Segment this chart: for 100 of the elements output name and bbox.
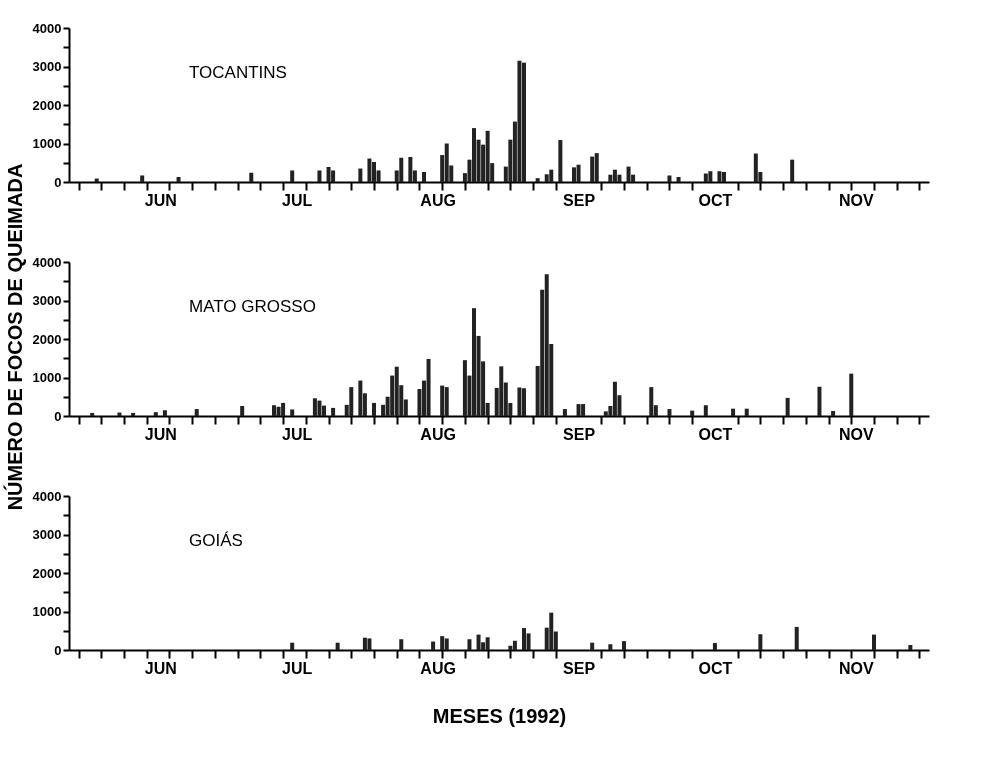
x-tick-label: OCT [698, 191, 733, 209]
bar [608, 174, 613, 182]
bar [422, 171, 426, 182]
text: MATO GROSSO [189, 297, 316, 316]
bar [794, 626, 799, 650]
x-tick-label: JUN [144, 191, 177, 209]
bar [717, 171, 722, 182]
y-tick-label: 0 [54, 642, 62, 658]
bar [499, 366, 504, 416]
bar [785, 397, 790, 416]
bar [162, 410, 167, 416]
bar [312, 398, 317, 416]
x-axis-title: MESES (1992) [432, 704, 567, 727]
bar [176, 177, 181, 182]
y-axis-title: NÚMERO DE FOCOS DE QUEIMADA [3, 163, 26, 511]
bar [281, 402, 286, 416]
bar [544, 274, 549, 416]
bar [612, 381, 617, 416]
bar [703, 173, 708, 182]
bar [399, 157, 404, 182]
bar [90, 412, 95, 416]
bar [753, 153, 758, 182]
bar [444, 143, 449, 182]
x-tick-label: NOV [838, 425, 874, 443]
bar [590, 642, 595, 650]
bar [362, 637, 367, 650]
bar [372, 402, 376, 416]
x-tick-label: OCT [698, 659, 733, 677]
bar [317, 400, 322, 416]
bar [690, 410, 695, 416]
y-tick-label: 2000 [32, 331, 62, 347]
bar [831, 411, 836, 416]
bar [712, 643, 717, 650]
bar [703, 405, 708, 416]
y-tick-label: 1000 [32, 604, 62, 619]
bar [744, 408, 749, 416]
bar [290, 409, 295, 416]
bar [517, 60, 522, 182]
bar [576, 164, 581, 182]
bar [349, 387, 354, 416]
bar [290, 170, 295, 182]
bar [476, 634, 481, 650]
bar [622, 641, 626, 650]
bar [290, 642, 295, 650]
bar [440, 385, 445, 416]
bar [626, 166, 631, 182]
bar [317, 170, 322, 182]
bar [708, 171, 713, 182]
y-tick-label: 4000 [32, 254, 62, 270]
bar [467, 639, 472, 650]
bar [608, 644, 613, 650]
x-tick-label: JUL [282, 425, 313, 443]
bar [849, 373, 854, 416]
y-tick-label: 3000 [32, 59, 62, 74]
x-tick-label: NOV [838, 191, 874, 209]
bar [485, 637, 490, 650]
bar [331, 407, 336, 416]
x-tick-label: AUG [420, 425, 456, 443]
bar [549, 612, 554, 650]
bar [367, 158, 372, 182]
x-tick-label: OCT [698, 425, 733, 443]
bar [358, 380, 363, 416]
bar [335, 642, 340, 650]
y-tick-label: 1000 [32, 136, 62, 151]
bar [462, 360, 467, 416]
x-tick-label: SEP [563, 191, 596, 209]
y-tick-label: 0 [54, 174, 62, 190]
bar [558, 140, 563, 182]
text: TOCANTINS [189, 63, 287, 82]
bar [590, 156, 595, 182]
bar [617, 174, 622, 182]
x-tick-label: JUL [282, 191, 313, 209]
bar [817, 386, 822, 416]
x-tick-label: JUN [144, 425, 177, 443]
bar [326, 166, 331, 182]
y-tick-label: 2000 [32, 565, 62, 581]
y-tick-label: 4000 [32, 20, 62, 36]
x-tick-label: AUG [420, 659, 456, 677]
bar [276, 406, 281, 416]
bar [594, 153, 599, 182]
y-tick-label: 3000 [32, 527, 62, 542]
bar [667, 409, 672, 416]
bar [535, 178, 540, 182]
bar [908, 645, 913, 650]
bar [790, 159, 795, 182]
text: GOIÁS [189, 531, 243, 550]
bar [444, 387, 449, 416]
bar [358, 168, 363, 182]
x-tick-label: JUN [144, 659, 177, 677]
bar [444, 638, 449, 650]
bar [667, 175, 672, 182]
bar [394, 366, 399, 416]
bar [140, 175, 145, 182]
bar [426, 359, 431, 416]
x-tick-label: JUL [282, 659, 313, 677]
y-tick-label: 0 [54, 408, 62, 424]
bar [562, 409, 567, 416]
bar [408, 156, 413, 182]
y-tick-label: 2000 [32, 97, 62, 113]
y-tick-label: 1000 [32, 370, 62, 385]
